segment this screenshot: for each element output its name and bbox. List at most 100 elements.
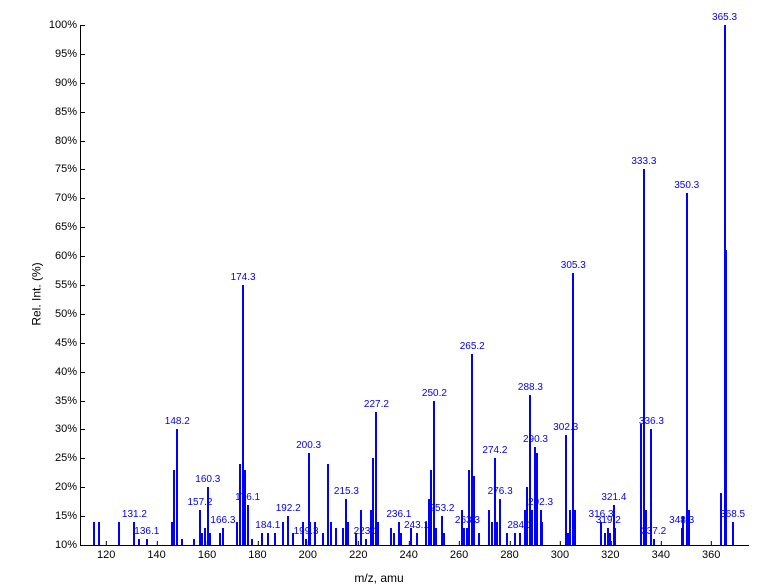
spectrum-peak (372, 458, 374, 545)
spectrum-peak (309, 522, 311, 545)
x-tick: 180 (248, 545, 266, 561)
peak-label: 274.2 (482, 445, 507, 456)
spectrum-peak (614, 528, 616, 545)
mass-spectrum-chart: Rel. Int. (%) m/z, amu 10%15%20%25%30%35… (0, 0, 758, 587)
spectrum-peak (686, 193, 688, 545)
y-tick: 80% (55, 135, 81, 147)
spectrum-peak (251, 539, 253, 545)
spectrum-peak (204, 528, 206, 545)
spectrum-peak (473, 476, 475, 545)
y-tick: 95% (55, 48, 81, 60)
spectrum-peak (519, 533, 521, 545)
y-tick: 55% (55, 279, 81, 291)
spectrum-peak (335, 528, 337, 545)
peak-label: 200.3 (296, 440, 321, 451)
spectrum-peak (181, 539, 183, 545)
spectrum-peak (209, 533, 211, 545)
peak-label: 166.3 (210, 515, 235, 526)
spectrum-peak (365, 539, 367, 545)
x-tick: 260 (450, 545, 468, 561)
peak-label: 333.3 (631, 156, 656, 167)
spectrum-peak (491, 522, 493, 545)
spectrum-peak (435, 528, 437, 545)
spectrum-peak (247, 505, 249, 545)
y-tick: 65% (55, 221, 81, 233)
y-tick: 85% (55, 106, 81, 118)
peak-label: 148.2 (165, 416, 190, 427)
peak-label: 192.2 (276, 503, 301, 514)
spectrum-peak (526, 487, 528, 545)
spectrum-peak (393, 533, 395, 545)
peak-label: 292.3 (528, 497, 553, 508)
spectrum-peak (572, 273, 574, 545)
spectrum-peak (531, 510, 533, 545)
spectrum-peak (267, 533, 269, 545)
spectrum-peak (342, 528, 344, 545)
spectrum-peak (274, 533, 276, 545)
x-axis-label: m/z, amu (354, 571, 403, 585)
spectrum-peak (496, 522, 498, 545)
peak-label: 336.3 (639, 416, 664, 427)
plot-area: 10%15%20%25%30%35%40%45%50%55%60%65%70%7… (80, 25, 749, 546)
spectrum-peak (193, 539, 195, 545)
spectrum-peak (239, 464, 241, 545)
peak-label: 227.2 (364, 399, 389, 410)
peak-label: 305.3 (561, 260, 586, 271)
spectrum-peak (463, 528, 465, 545)
spectrum-peak (478, 533, 480, 545)
spectrum-peak (468, 470, 470, 545)
spectrum-peak (653, 539, 655, 545)
spectrum-peak (287, 516, 289, 545)
y-tick: 10% (55, 539, 81, 551)
peak-label: 321.4 (601, 492, 626, 503)
x-tick: 320 (601, 545, 619, 561)
x-tick: 160 (198, 545, 216, 561)
spectrum-peak (725, 250, 727, 545)
peak-label: 276.3 (488, 486, 513, 497)
spectrum-peak (569, 510, 571, 545)
spectrum-peak (98, 522, 100, 545)
spectrum-peak (443, 533, 445, 545)
y-tick: 50% (55, 308, 81, 320)
x-tick: 340 (652, 545, 670, 561)
peak-label: 337.2 (641, 526, 666, 537)
peak-label: 302.3 (553, 422, 578, 433)
y-tick: 100% (49, 19, 81, 31)
y-tick: 25% (55, 452, 81, 464)
spectrum-peak (222, 528, 224, 545)
y-tick: 45% (55, 337, 81, 349)
y-tick: 35% (55, 395, 81, 407)
spectrum-peak (416, 533, 418, 545)
peak-label: 319.2 (596, 515, 621, 526)
peak-label: 160.3 (195, 474, 220, 485)
spectrum-peak (499, 499, 501, 545)
x-tick: 120 (97, 545, 115, 561)
spectrum-peak (643, 169, 645, 545)
y-tick: 40% (55, 366, 81, 378)
y-tick: 60% (55, 250, 81, 262)
y-tick: 15% (55, 510, 81, 522)
peak-label: 350.3 (674, 180, 699, 191)
x-tick: 280 (500, 545, 518, 561)
peak-label: 288.3 (518, 382, 543, 393)
spectrum-peak (541, 522, 543, 545)
peak-label: 174.3 (231, 272, 256, 283)
spectrum-peak (146, 539, 148, 545)
spectrum-peak (682, 516, 684, 545)
peak-label: 136.1 (134, 526, 159, 537)
x-tick: 200 (299, 545, 317, 561)
spectrum-peak (282, 522, 284, 545)
spectrum-peak (261, 533, 263, 545)
spectrum-peak (506, 533, 508, 545)
peak-label: 184.1 (255, 520, 280, 531)
x-tick: 140 (147, 545, 165, 561)
peak-label: 365.3 (712, 12, 737, 23)
spectrum-peak (604, 533, 606, 545)
spectrum-peak (322, 533, 324, 545)
spectrum-peak (176, 429, 178, 545)
peak-label: 265.2 (460, 341, 485, 352)
spectrum-peak (514, 533, 516, 545)
spectrum-peak (244, 470, 246, 545)
peak-label: 290.3 (523, 434, 548, 445)
spectrum-peak (377, 522, 379, 545)
